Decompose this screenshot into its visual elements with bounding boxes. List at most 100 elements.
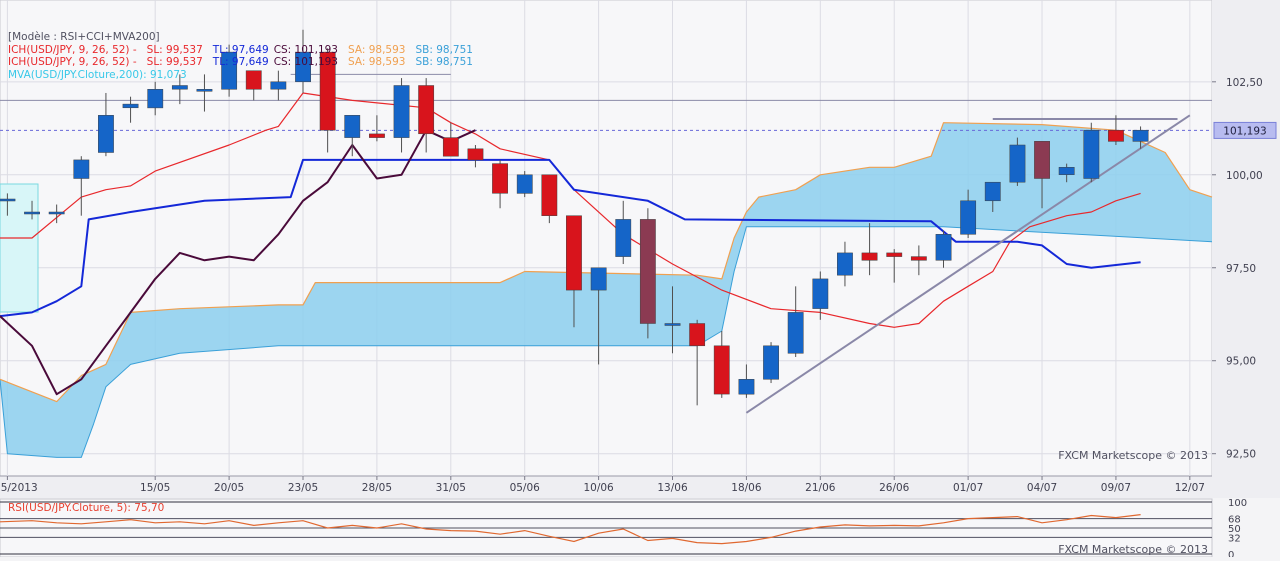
candle-body (295, 51, 311, 83)
x-tick-label: 05/06 (510, 482, 541, 494)
candle-body (1083, 129, 1100, 179)
x-tick-label: 26/06 (879, 482, 910, 494)
candle (615, 200, 632, 265)
x-tick-label: 31/05 (436, 482, 466, 494)
candle (344, 115, 361, 157)
candle-body (861, 252, 878, 261)
candle-body (1132, 129, 1149, 142)
time-axis: 06/05/2013 15/05 20/05 23/05 28/05 31/05 05/06… (0, 476, 1205, 494)
y-tick-label: 100,00 (1226, 170, 1263, 182)
price-plot-area (0, 0, 1213, 477)
x-tick-label: 09/07 (1101, 482, 1131, 494)
candle (787, 286, 804, 357)
candle (442, 122, 459, 157)
candle-body (73, 159, 90, 179)
candle-body (910, 256, 927, 261)
rsi-label: RSI(USD/JPY.Cloture, 5): 75,70 (8, 502, 164, 514)
candle-body (492, 163, 508, 194)
x-tick-label: 01/07 (953, 482, 983, 494)
candle-body (886, 252, 903, 257)
time-axis-panel (0, 476, 1280, 498)
y-tick-label: 102,50 (1226, 77, 1263, 89)
candle-body (960, 200, 977, 235)
rsi-y-tick-label: 50 (1228, 524, 1241, 535)
price-axis: 102,50 100,00 97,50 95,00 92,50 101,193 (1212, 77, 1277, 461)
candle-body (516, 174, 533, 194)
candle-body (122, 103, 139, 109)
candle-body (664, 323, 681, 326)
candle (886, 249, 903, 283)
candle (960, 189, 977, 238)
candle-body (1009, 144, 1026, 183)
candle-body (984, 181, 1001, 202)
candle (171, 74, 188, 105)
y-tick-label: 95,00 (1226, 356, 1256, 368)
x-tick-label: 13/06 (657, 482, 688, 494)
kijun-line (0, 158, 1141, 318)
candle (1108, 115, 1124, 146)
candle (812, 271, 829, 320)
candle (492, 159, 508, 209)
candle (369, 115, 385, 142)
candle-body (541, 174, 558, 216)
candle (48, 204, 65, 224)
candle-body (24, 211, 40, 215)
candle (910, 245, 927, 276)
candle (837, 241, 853, 287)
x-tick-label: 28/05 (362, 482, 392, 494)
candle-body (319, 51, 336, 131)
candle-body (1108, 129, 1124, 142)
candle-body (935, 234, 952, 261)
candle-body (98, 115, 114, 153)
x-tick-label: 23/05 (288, 482, 318, 494)
candle-body (196, 89, 213, 92)
candle-body (147, 89, 164, 109)
current-price-label: 101,193 (1223, 125, 1266, 137)
candle-body (812, 278, 829, 309)
legend-ich-1: ICH(USD/JPY, 9, 26, 52) - SL: 99,537 TL: 9… (8, 44, 473, 56)
candle (295, 29, 311, 93)
candle-body (369, 133, 385, 138)
candle-body (639, 219, 656, 324)
candle (245, 70, 262, 101)
candle (763, 342, 779, 384)
candle (0, 193, 16, 216)
indicator-lines (0, 73, 1213, 458)
candle (147, 81, 164, 116)
senkou-a-line (0, 122, 1213, 403)
candle (590, 267, 607, 365)
x-tick-label: 06/05/2013 (0, 482, 38, 494)
candle-body (738, 379, 755, 395)
candle (270, 70, 287, 101)
candle (1132, 126, 1149, 149)
candle (516, 171, 533, 198)
candle-body (837, 252, 853, 276)
candle (664, 286, 681, 354)
x-tick-label: 12/07 (1175, 482, 1205, 494)
candle (566, 215, 582, 328)
legend-model: [Modèle : RSI+CCI+MVA200] (8, 31, 160, 43)
x-tick-label: 15/05 (140, 482, 170, 494)
candle-body (418, 85, 435, 135)
candle (984, 181, 1001, 212)
candle-body (270, 81, 287, 90)
candle-body (590, 267, 607, 291)
candle-body (393, 85, 410, 138)
x-tick-label: 21/06 (805, 482, 836, 494)
candle (1058, 163, 1075, 183)
candle (467, 145, 484, 168)
price-axis-panel (1212, 0, 1280, 476)
candle (713, 330, 730, 398)
candle-body (713, 345, 730, 395)
rsi-y-tick-label: 0 (1228, 550, 1234, 557)
candle (1034, 141, 1050, 209)
rsi-line (0, 514, 1141, 545)
candles (0, 29, 1149, 406)
rsi-y-tick-label: 68 (1228, 515, 1241, 526)
candle (738, 364, 755, 398)
x-tick-label: 10/06 (583, 482, 614, 494)
candle-body (1058, 167, 1075, 175)
